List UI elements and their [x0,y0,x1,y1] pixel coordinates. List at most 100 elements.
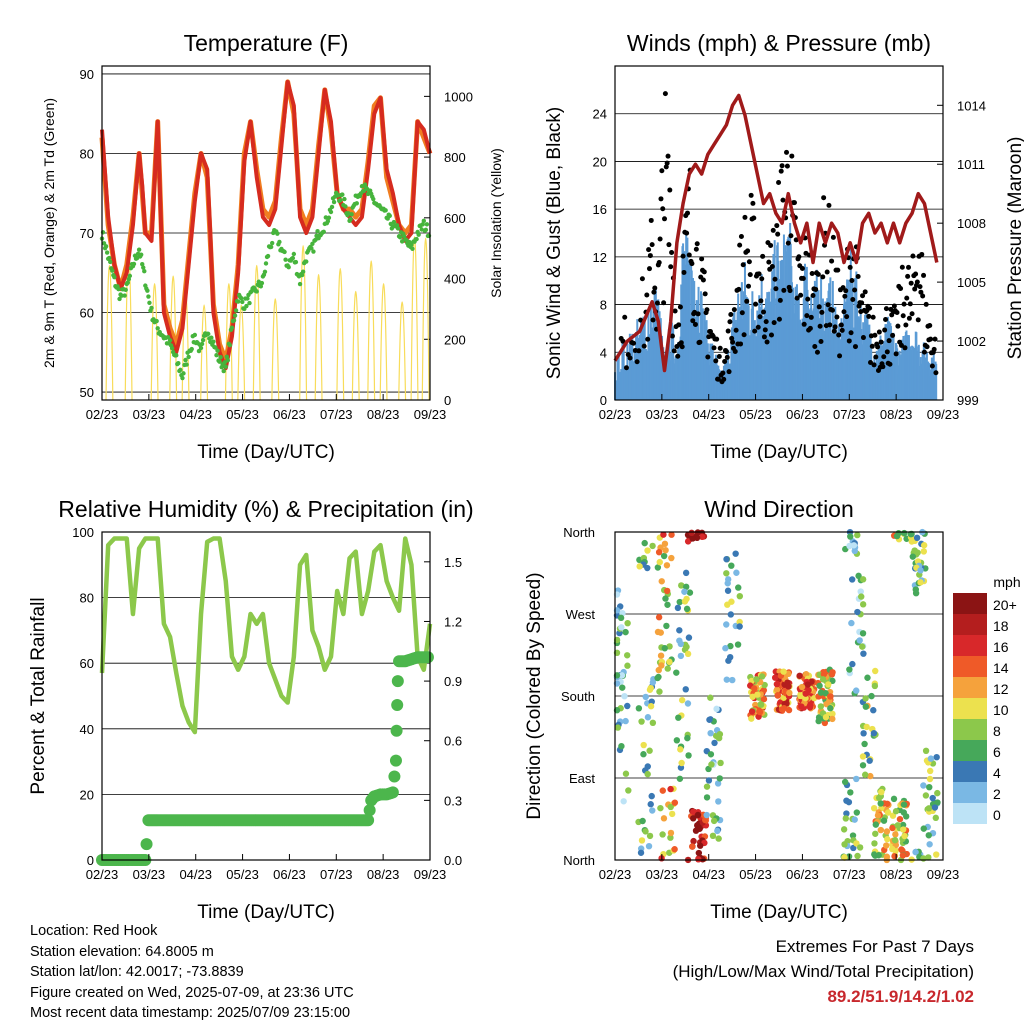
dewpoint-point [410,246,415,252]
wind-direction-point [625,787,632,794]
wind-gust-point [921,349,927,355]
panel-title: Temperature (F) [184,30,349,56]
wind-direction-point [723,676,730,683]
wind-gust-point [818,338,824,344]
dewpoint-point [155,326,160,331]
solar-spike [421,237,430,401]
wind-direction-point [646,747,653,754]
dewpoint-point [286,265,291,270]
wind-gust-point [868,359,874,365]
wind-direction-point [848,619,855,627]
dewpoint-point [259,280,265,286]
y-right-tick-label: 1.2 [444,614,462,629]
wind-direction-point [635,705,643,712]
dewpoint-point [167,338,173,343]
dewpoint-point [141,265,146,270]
wind-direction-point [892,808,900,815]
wind-gust-point [869,343,875,349]
wind-gust-point [704,307,710,313]
wind-direction-point [660,531,667,538]
wind-gust-point [774,223,780,229]
wind-direction-point [655,548,663,556]
x-tick-label: 05/23 [739,867,772,882]
wind-direction-point [920,548,928,555]
wind-direction-point [684,650,692,658]
wind-gust-point [752,328,758,334]
wind-gust-point [728,312,734,318]
wind-direction-point [891,853,898,860]
wind-gust-point [733,327,739,333]
y-right-tick-label: 0.3 [444,793,462,808]
data-timestamp: Most recent data timestamp: 2025/07/09 2… [30,1005,351,1021]
wind-gust-point [677,304,683,310]
wind-direction-point [656,688,663,695]
wind-direction-point [676,627,683,634]
wind-direction-point [784,679,791,686]
y-tick-label: North [563,853,595,868]
wind-direction-point [624,702,631,710]
wind-gust-point [639,276,645,282]
wind-direction-point [774,692,782,699]
x-tick-label: 03/23 [133,407,166,422]
wind-gust-point [636,348,642,354]
wind-gust-point [684,210,690,216]
wind-direction-point [736,618,743,626]
wind-direction-point [664,665,671,672]
wind-direction-point [858,593,865,600]
colorbar-swatch [953,803,987,824]
wind-direction-point [694,811,702,819]
wind-gust-point [886,338,892,344]
x-tick-label: 07/23 [833,867,866,882]
wind-direction-point [853,809,861,816]
wind-gust-point [741,332,747,338]
wind-direction-point [870,729,878,737]
wind-gust-point [830,234,836,240]
wind-direction-point [849,832,857,839]
wind-gust-point [631,340,637,346]
x-tick-label: 06/23 [273,407,306,422]
wind-direction-point [657,804,664,812]
wind-direction-point [682,569,690,577]
wind-gust-point [721,376,727,382]
panel-title: Relative Humidity (%) & Precipitation (i… [58,496,473,522]
dewpoint-point [414,236,419,242]
figure-created: Figure created on Wed, 2025-07-09, at 23… [30,984,354,1001]
y-tick-label: 24 [593,107,607,122]
dewpoint-point [254,289,259,294]
wind-gust-point [891,303,897,309]
solar-spike [367,260,376,401]
wind-direction-point [666,643,673,650]
wind-direction-point [640,751,647,758]
wind-direction-point [618,672,626,679]
wind-gust-point [736,286,742,292]
dewpoint-point [186,354,191,360]
colorbar-label: 4 [993,765,1001,781]
wind-gust-point [899,264,905,270]
wind-direction-point [681,588,688,595]
precipitation-point [391,698,404,711]
y-tick-label: 20 [80,787,94,802]
wind-gust-point [852,344,858,350]
solar-spike [150,283,159,401]
wind-direction-point [852,687,860,694]
dewpoint-point [321,229,326,235]
extremes-box: Extremes For Past 7 Days (High/Low/Max W… [673,934,974,1009]
wind-gust-point [646,247,652,253]
wind-gust-point [680,253,686,259]
wind-gust-point [923,301,929,307]
wind-gust-point [837,353,843,359]
dewpoint-point [215,348,220,353]
wind-direction-point [622,717,629,725]
dewpoint-point [231,318,237,323]
speed-colorbar: mph 20+ 18 16 14 12 10 8 6 4 2 0 [953,574,1021,824]
dewpoint-point [293,259,299,265]
dewpoint-point [387,213,392,218]
wind-gust-point [860,335,866,341]
wind-direction-point [676,637,683,644]
wind-direction-point [817,689,825,696]
y-axis-label: Sonic Wind & Gust (Blue, Black) [544,107,565,379]
wind-direction-point [705,765,712,773]
precipitation-point [421,651,434,664]
colorbar-label: 18 [993,618,1009,634]
wind-gust-point [903,322,909,328]
